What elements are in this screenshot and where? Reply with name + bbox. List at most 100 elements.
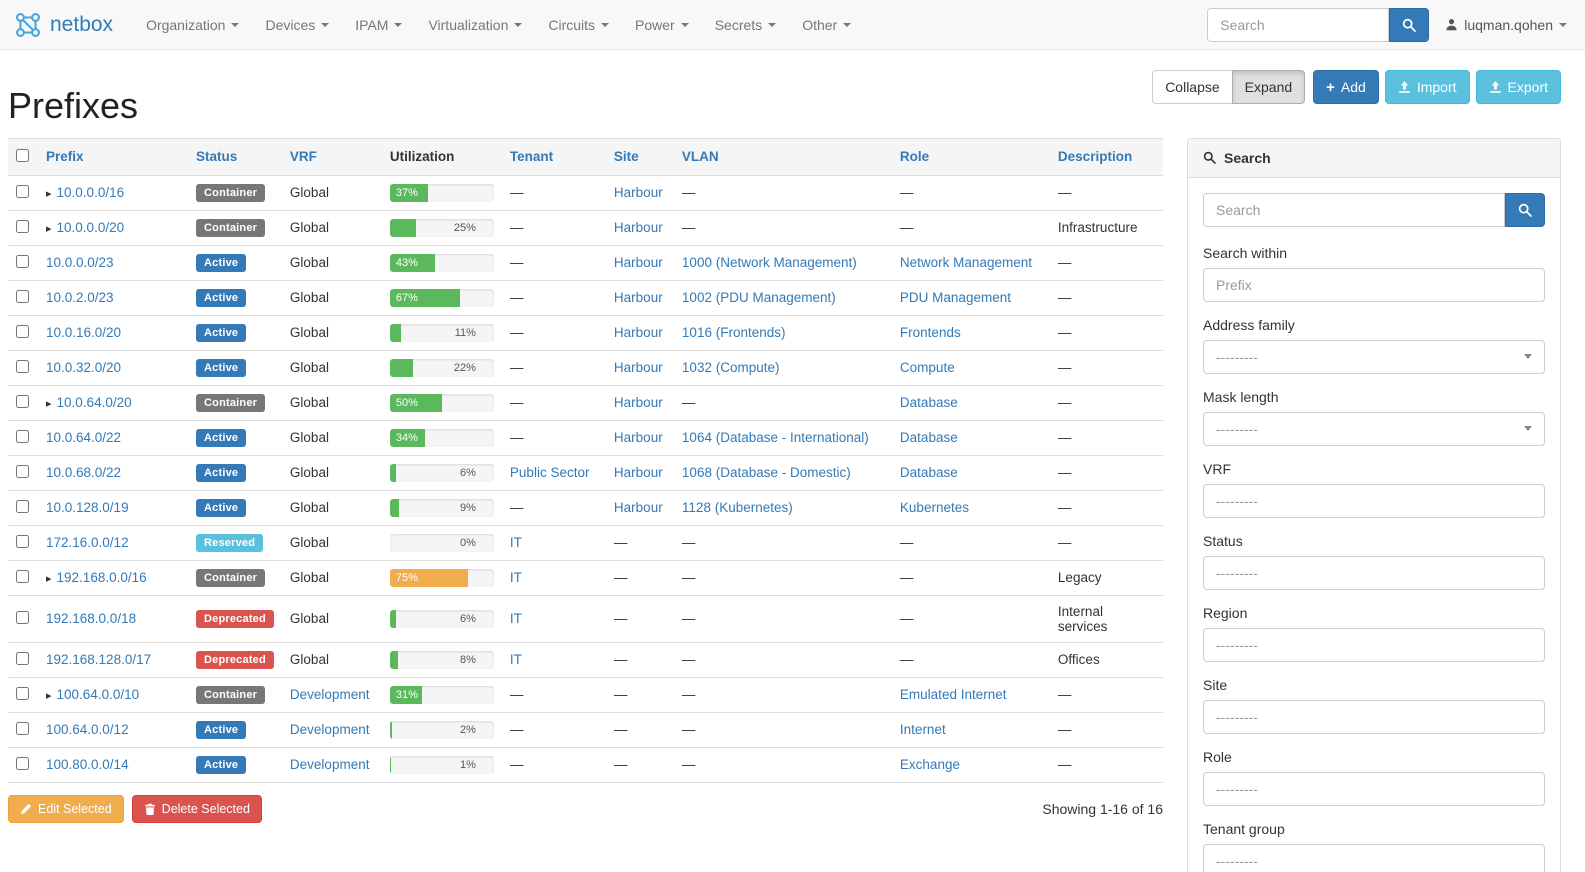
sidebar-search-input[interactable]	[1203, 192, 1505, 227]
prefix-link[interactable]: 10.0.2.0/23	[46, 290, 114, 306]
netbox-logo[interactable]: netbox	[12, 9, 113, 41]
prefix-link[interactable]: 10.0.32.0/20	[46, 360, 122, 376]
row-checkbox[interactable]	[16, 219, 29, 233]
filter-select-site[interactable]: ---------	[1203, 699, 1545, 734]
site-link[interactable]: Harbour	[613, 185, 663, 201]
prefix-link[interactable]: 10.0.0.0/20	[56, 220, 125, 236]
row-checkbox[interactable]	[16, 324, 29, 338]
row-checkbox[interactable]	[16, 651, 29, 665]
prefix-link[interactable]: 100.64.0.0/12	[46, 722, 129, 738]
site-link[interactable]: Harbour	[613, 360, 663, 376]
filter-select-address-family[interactable]: ---------	[1203, 339, 1545, 374]
row-checkbox[interactable]	[16, 394, 29, 408]
nav-menu-secrets[interactable]: Secrets	[702, 0, 789, 50]
expand-button[interactable]: Expand	[1231, 70, 1306, 104]
role-link[interactable]: Database	[899, 465, 958, 481]
prefix-link[interactable]: 10.0.0.0/16	[56, 185, 125, 201]
site-link[interactable]: Harbour	[613, 220, 663, 236]
edit-selected-button[interactable]: Edit Selected	[8, 794, 124, 823]
vrf-link[interactable]: Development	[289, 757, 370, 773]
prefix-link[interactable]: 10.0.64.0/20	[56, 395, 132, 411]
role-link[interactable]: Network Management	[899, 255, 1032, 271]
site-link[interactable]: Harbour	[613, 465, 663, 481]
filter-select-status[interactable]: ---------	[1203, 555, 1545, 590]
vlan-link[interactable]: 1002 (PDU Management)	[681, 290, 836, 306]
prefix-link[interactable]: 192.168.128.0/17	[46, 652, 152, 668]
prefix-link[interactable]: 10.0.64.0/22	[46, 430, 122, 446]
role-link[interactable]: PDU Management	[899, 290, 1011, 306]
nav-menu-virtualization[interactable]: Virtualization	[415, 0, 535, 50]
role-link[interactable]: Exchange	[899, 757, 960, 773]
import-button[interactable]: Import	[1384, 70, 1470, 104]
prefix-link[interactable]: 100.64.0.0/10	[56, 687, 140, 703]
role-link[interactable]: Emulated Internet	[899, 687, 1007, 703]
nav-menu-power[interactable]: Power	[622, 0, 702, 50]
user-menu[interactable]: luqman.qohen	[1445, 17, 1567, 33]
tenant-link[interactable]: IT	[509, 611, 522, 627]
filter-select-role[interactable]: ---------	[1203, 771, 1545, 806]
expand-caret-icon[interactable]: ▸	[46, 188, 52, 201]
row-checkbox[interactable]	[16, 359, 29, 373]
role-link[interactable]: Kubernetes	[899, 500, 969, 516]
column-header-vlan[interactable]: VLAN	[681, 149, 719, 165]
role-link[interactable]: Database	[899, 395, 958, 411]
column-header-tenant[interactable]: Tenant	[509, 149, 554, 165]
select-all-checkbox[interactable]	[16, 148, 29, 162]
vlan-link[interactable]: 1032 (Compute)	[681, 360, 780, 376]
column-header-status[interactable]: Status	[196, 149, 238, 165]
site-link[interactable]: Harbour	[613, 290, 663, 306]
global-search-input[interactable]	[1207, 7, 1390, 42]
role-link[interactable]: Internet	[899, 722, 946, 738]
prefix-link[interactable]: 10.0.16.0/20	[46, 325, 122, 341]
vlan-link[interactable]: 1128 (Kubernetes)	[681, 500, 793, 516]
export-button[interactable]: Export	[1475, 70, 1561, 104]
filter-select-region[interactable]: ---------	[1203, 627, 1545, 662]
prefix-link[interactable]: 192.168.0.0/16	[56, 570, 147, 586]
nav-menu-ipam[interactable]: IPAM	[342, 0, 415, 50]
column-header-vrf[interactable]: VRF	[289, 149, 317, 165]
vlan-link[interactable]: 1068 (Database - Domestic)	[681, 465, 851, 481]
column-header-site[interactable]: Site	[613, 149, 639, 165]
prefix-link[interactable]: 10.0.128.0/19	[46, 500, 129, 516]
row-checkbox[interactable]	[16, 534, 29, 548]
row-checkbox[interactable]	[16, 686, 29, 700]
row-checkbox[interactable]	[16, 254, 29, 268]
site-link[interactable]: Harbour	[613, 255, 663, 271]
expand-caret-icon[interactable]: ▸	[46, 573, 52, 586]
filter-select-mask-length[interactable]: ---------	[1203, 411, 1545, 446]
prefix-link[interactable]: 10.0.68.0/22	[46, 465, 122, 481]
add-button[interactable]: + Add	[1313, 70, 1379, 104]
site-link[interactable]: Harbour	[613, 325, 663, 341]
prefix-link[interactable]: 10.0.0.0/23	[46, 255, 114, 271]
expand-caret-icon[interactable]: ▸	[46, 223, 52, 236]
nav-menu-organization[interactable]: Organization	[133, 0, 252, 50]
delete-selected-button[interactable]: Delete Selected	[131, 794, 262, 823]
site-link[interactable]: Harbour	[613, 395, 663, 411]
filter-select-vrf[interactable]: ---------	[1203, 483, 1545, 518]
vlan-link[interactable]: 1064 (Database - International)	[681, 430, 869, 446]
global-search-button[interactable]	[1389, 7, 1430, 42]
prefix-link[interactable]: 172.16.0.0/12	[46, 535, 129, 551]
role-link[interactable]: Database	[899, 430, 958, 446]
sidebar-search-button[interactable]	[1505, 192, 1545, 227]
tenant-link[interactable]: IT	[509, 535, 522, 551]
vlan-link[interactable]: 1016 (Frontends)	[681, 325, 786, 341]
nav-menu-other[interactable]: Other	[789, 0, 864, 50]
row-checkbox[interactable]	[16, 756, 29, 770]
site-link[interactable]: Harbour	[613, 500, 663, 516]
role-link[interactable]: Frontends	[899, 325, 961, 341]
row-checkbox[interactable]	[16, 569, 29, 583]
row-checkbox[interactable]	[16, 610, 29, 624]
column-header-description[interactable]: Description	[1057, 149, 1133, 165]
role-link[interactable]: Compute	[899, 360, 955, 376]
site-link[interactable]: Harbour	[613, 430, 663, 446]
collapse-button[interactable]: Collapse	[1152, 70, 1233, 104]
row-checkbox[interactable]	[16, 289, 29, 303]
nav-menu-devices[interactable]: Devices	[252, 0, 342, 50]
tenant-link[interactable]: IT	[509, 652, 522, 668]
row-checkbox[interactable]	[16, 499, 29, 513]
expand-caret-icon[interactable]: ▸	[46, 690, 52, 703]
row-checkbox[interactable]	[16, 721, 29, 735]
vrf-link[interactable]: Development	[289, 722, 370, 738]
vrf-link[interactable]: Development	[289, 687, 370, 703]
